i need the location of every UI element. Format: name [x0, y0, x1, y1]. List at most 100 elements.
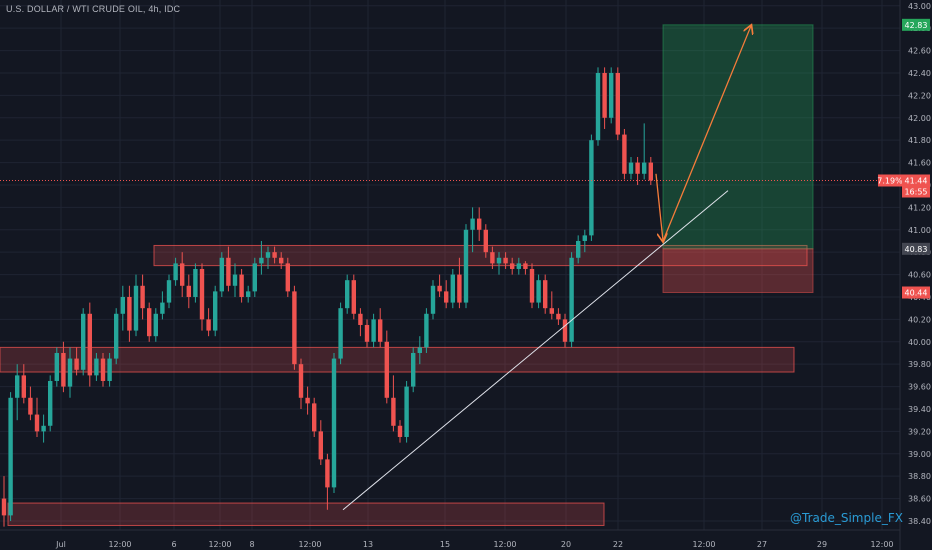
candle — [562, 319, 568, 342]
candle — [378, 319, 383, 342]
candle — [331, 358, 337, 488]
candle — [312, 403, 317, 432]
candle — [28, 397, 33, 415]
candles — [1, 67, 653, 527]
candle — [450, 274, 455, 303]
candle — [272, 252, 277, 258]
candle — [615, 72, 620, 135]
candle — [602, 72, 607, 118]
candle — [186, 285, 191, 297]
y-tick-label: 42.20 — [908, 91, 931, 100]
candle — [232, 274, 238, 286]
y-tick-label: 38.80 — [908, 472, 931, 481]
entry-price-label-bg — [902, 242, 930, 255]
candle — [48, 380, 53, 426]
candle — [523, 263, 528, 269]
candle — [325, 459, 330, 488]
candle — [582, 235, 587, 241]
stop-price-label: 40.44 — [905, 289, 928, 298]
stop-price-label-bg — [902, 286, 930, 299]
long-position-tool[interactable] — [662, 24, 814, 294]
candle — [358, 313, 363, 325]
candle — [351, 280, 356, 314]
x-tick-label: 12:00 — [108, 540, 131, 549]
candle — [213, 291, 218, 331]
candle — [569, 257, 574, 342]
candle — [483, 229, 488, 253]
candle — [15, 375, 20, 398]
candle — [556, 313, 561, 320]
y-tick-label: 39.00 — [908, 450, 931, 459]
down-arrow — [655, 173, 663, 241]
candle — [147, 308, 152, 337]
y-tick-label: 42.60 — [908, 47, 931, 56]
candle — [490, 252, 495, 264]
candle — [318, 431, 323, 460]
candle — [199, 268, 205, 320]
candle — [576, 240, 581, 258]
y-tick-label: 42.00 — [908, 114, 931, 123]
x-tick-label: 12:00 — [493, 540, 516, 549]
candle — [140, 285, 145, 309]
time-axis[interactable]: Jul 12:00 6 12:00 8 12:00 13 15 12:00 20 22 12:00 27… — [0, 529, 900, 549]
candle — [61, 352, 66, 387]
candle — [252, 263, 257, 292]
candle — [173, 263, 178, 281]
x-tick-label: 27 — [757, 540, 767, 549]
candle — [127, 296, 132, 331]
x-tick-label: 8 — [249, 540, 254, 549]
candle — [160, 302, 165, 314]
change-percent-label: 7.19% — [877, 177, 903, 186]
candle — [206, 319, 211, 331]
grid — [0, 0, 900, 530]
candle — [543, 280, 548, 309]
x-tick-label: Jul — [55, 540, 66, 549]
y-tick-label: 39.60 — [908, 383, 931, 392]
countdown-label: 16:55 — [904, 188, 927, 197]
entry-price-label: 40.83 — [905, 245, 928, 254]
target-zone — [662, 24, 814, 250]
y-tick-label: 40.60 — [908, 271, 931, 280]
x-tick-label: 15 — [440, 540, 450, 549]
candle — [21, 375, 26, 398]
price-axis[interactable]: 43.0042.8042.6042.4042.2042.0041.8041.60… — [899, 0, 931, 550]
candle — [305, 397, 310, 404]
candle — [74, 358, 79, 370]
y-tick-label: 43.00 — [908, 2, 931, 11]
candle — [107, 358, 112, 381]
candle — [510, 263, 515, 269]
candle — [635, 162, 640, 174]
x-tick-label: 13 — [363, 540, 373, 549]
candle — [259, 257, 264, 264]
candle — [338, 308, 343, 359]
candle — [397, 425, 403, 437]
y-tick-label: 40.20 — [908, 315, 931, 324]
candle — [404, 386, 409, 437]
candle — [265, 252, 271, 258]
candle — [1, 498, 7, 516]
price-labels: 42.83 7.19% 41.44 16:55 40.83 40.44 — [877, 18, 930, 299]
candle — [8, 397, 13, 516]
target-price-label: 42.83 — [905, 21, 928, 30]
candle — [628, 162, 634, 174]
target-price-label-bg — [902, 18, 930, 31]
candle — [193, 268, 198, 297]
candle — [153, 313, 158, 337]
stop-zone — [662, 248, 814, 294]
drawings[interactable] — [0, 26, 900, 511]
chart-title: U.S. DOLLAR / WTI CRUDE OIL, 4h, IDC — [6, 4, 181, 14]
candle — [239, 274, 244, 297]
candle — [424, 313, 429, 348]
candle — [180, 263, 185, 286]
x-tick-label: 6 — [171, 540, 176, 549]
candle — [384, 341, 389, 398]
candle — [114, 313, 119, 359]
candle — [166, 280, 172, 303]
y-tick-label: 41.00 — [908, 226, 931, 235]
y-tick-label: 40.00 — [908, 338, 931, 347]
candle — [457, 274, 462, 303]
y-tick-label: 38.40 — [908, 517, 931, 526]
y-tick-label: 42.40 — [908, 69, 931, 78]
candle — [648, 162, 653, 181]
